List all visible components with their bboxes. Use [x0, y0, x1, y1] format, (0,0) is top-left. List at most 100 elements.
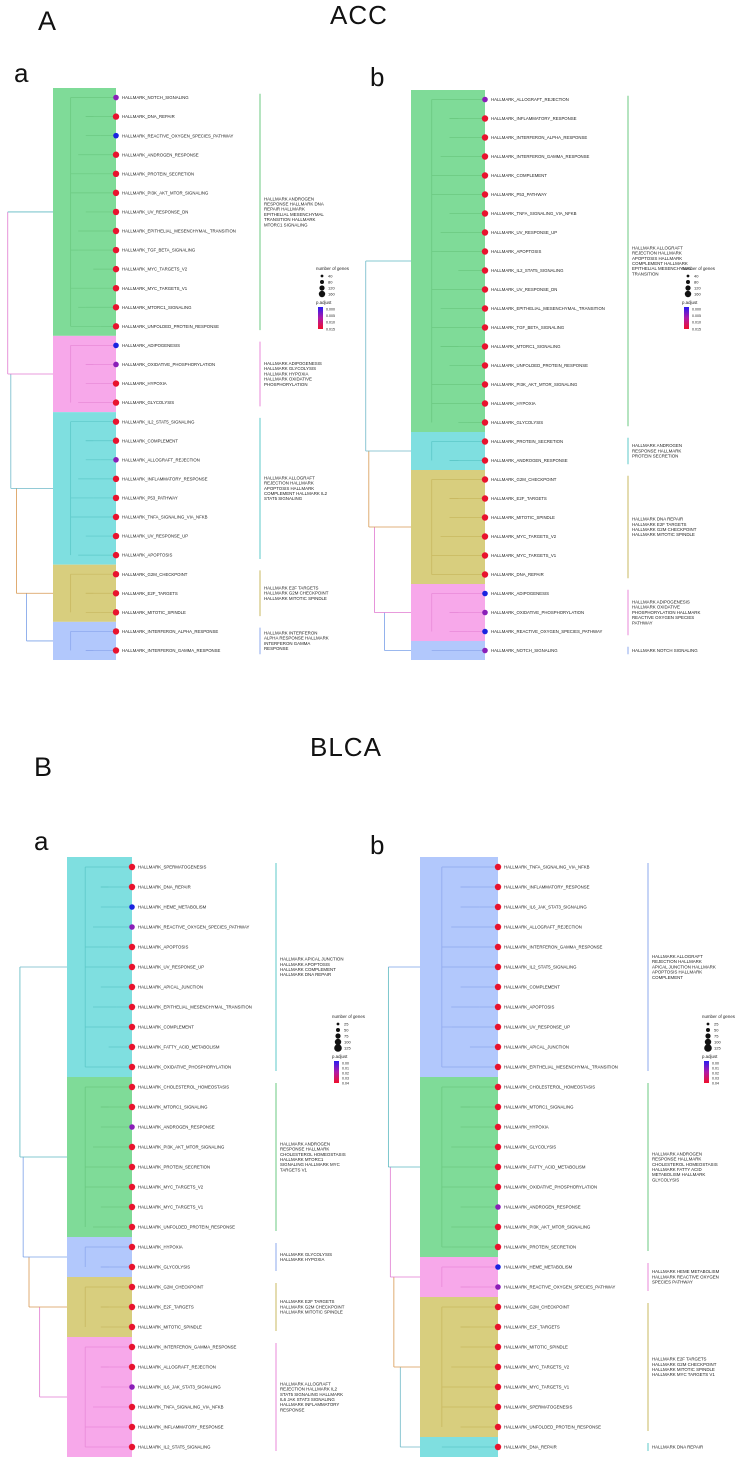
- cluster-label: HALLMARK MTORC1: [280, 1157, 324, 1162]
- cluster-label: PROTEIN SECRETION: [632, 454, 678, 459]
- cluster-label: HALLMARK MITOTIC SPINDLE: [280, 1310, 343, 1315]
- cluster-label: RESPONSE: [264, 646, 288, 651]
- term-dot: [481, 115, 489, 122]
- term-label: HALLMARK_MYC_TARGETS_V2: [138, 1185, 204, 1190]
- size-legend-title: number of genes: [682, 266, 716, 271]
- size-legend-title: number of genes: [332, 1014, 366, 1019]
- size-legend-dot: [336, 1028, 340, 1032]
- term-label: HALLMARK_REACTIVE_OXYGEN_SPECIES_PATHWAY: [138, 925, 249, 930]
- term-label: HALLMARK_EPITHELIAL_MESENCHYMAL_TRANSITI…: [504, 1065, 618, 1070]
- term-label: HALLMARK_COMPLEMENT: [138, 1025, 194, 1030]
- color-legend-label: 0.010: [326, 321, 335, 325]
- term-label: HALLMARK_CHOLESTEROL_HOMEOSTASIS: [504, 1085, 595, 1090]
- term-label: HALLMARK_GLYCOLYSIS: [138, 1265, 190, 1270]
- term-dot: [481, 400, 489, 407]
- cluster-label: STAT5 SIGNALING: [264, 496, 303, 501]
- term-dot: [494, 1143, 502, 1151]
- term-dot: [112, 628, 120, 635]
- size-legend-dot: [685, 285, 691, 291]
- cluster-label: HALLMARK DNA REPAIR: [652, 1444, 703, 1449]
- term-label: HALLMARK_MYC_TARGETS_V2: [504, 1365, 570, 1370]
- cluster-box: [411, 90, 485, 432]
- title-acc: ACC: [330, 0, 388, 30]
- term-dot: [128, 1223, 136, 1231]
- color-legend-bar: [704, 1061, 709, 1083]
- cluster-label: METABOLISM HALLMARK: [652, 1172, 705, 1177]
- term-label: HALLMARK_UNFOLDED_PROTEIN_RESPONSE: [138, 1225, 235, 1230]
- cluster-label: HALLMARK E2F TARGETS: [264, 585, 319, 590]
- cluster-label: REJECTION HALLMARK IL2: [280, 1387, 338, 1392]
- cluster-box: [53, 412, 116, 565]
- term-label: HALLMARK_GLYCOLYSIS: [491, 420, 543, 425]
- cluster-label: PATHWAY: [632, 620, 653, 625]
- term-label: HALLMARK_ALLOGRAFT_REJECTION: [504, 925, 582, 930]
- term-label: HALLMARK_INTERFERON_GAMMA_RESPONSE: [491, 154, 590, 159]
- term-dot: [128, 1443, 136, 1451]
- term-dot: [481, 438, 489, 445]
- color-legend-label: 0.00: [342, 1061, 349, 1065]
- term-dot: [481, 229, 489, 236]
- term-dot: [128, 883, 136, 891]
- term-label: HALLMARK_APOPTOSIS: [138, 945, 188, 950]
- cluster-label: APICAL JUNCTION HALLMARK: [652, 964, 716, 969]
- term-dot: [481, 571, 489, 578]
- term-label: HALLMARK_INFLAMMATORY_RESPONSE: [504, 885, 590, 890]
- size-legend-dot: [335, 1033, 341, 1039]
- cluster-label: STAT5 SIGNALING HALLMARK: [280, 1392, 343, 1397]
- term-dot: [128, 1083, 136, 1091]
- subpanel-label-blca-a: a: [34, 826, 49, 856]
- cluster-label: REJECTION HALLMARK: [264, 481, 314, 486]
- term-dot: [481, 495, 489, 502]
- term-dot: [129, 904, 135, 910]
- cluster-label: RESPONSE: [280, 1407, 304, 1412]
- term-dot: [128, 963, 136, 971]
- term-dot: [128, 1063, 136, 1071]
- term-dot: [112, 170, 120, 177]
- size-legend-dot: [704, 1038, 712, 1046]
- term-label: HALLMARK_DNA_REPAIR: [122, 114, 175, 119]
- cluster-label: COMPLEMENT HALLMARK: [632, 261, 688, 266]
- cluster-label: HALLMARK OXIDATIVE: [264, 377, 312, 382]
- term-dot: [481, 552, 489, 559]
- term-dot: [128, 1423, 136, 1431]
- cluster-label: REJECTION HALLMARK: [652, 959, 702, 964]
- cluster-label: SPECIES PATHWAY: [652, 1280, 693, 1285]
- term-label: HALLMARK_ANDROGEN_RESPONSE: [122, 152, 199, 157]
- size-legend-label: 120: [694, 286, 701, 291]
- color-legend-label: 0.00: [712, 1061, 719, 1065]
- color-legend-label: 0.005: [326, 314, 335, 318]
- size-legend-title: number of genes: [702, 1014, 736, 1019]
- term-dot: [128, 1343, 136, 1351]
- term-label: HALLMARK_SPERMATOGENESIS: [138, 865, 207, 870]
- term-dot: [112, 399, 120, 406]
- cluster-label: HALLMARK ANDROGEN: [264, 196, 314, 201]
- term-dot: [481, 381, 489, 388]
- cluster-label: HALLMARK MITOTIC SPINDLE: [632, 532, 695, 537]
- cluster-label: EPITHELIAL MESENCHYMAL: [632, 266, 692, 271]
- cluster-label: APOPTOSIS HALLMARK: [264, 486, 314, 491]
- color-legend-label: 0.000: [692, 307, 701, 311]
- size-legend-dot: [319, 285, 325, 291]
- term-label: HALLMARK_HYPOXIA: [122, 381, 167, 386]
- cluster-label: HALLMARK MYC TARGETS V1: [652, 1372, 715, 1377]
- term-label: HALLMARK_APICAL_JUNCTION: [138, 985, 203, 990]
- size-legend-dot: [318, 290, 326, 298]
- term-dot: [112, 647, 120, 654]
- term-label: HALLMARK_HEME_METABOLISM: [504, 1265, 573, 1270]
- term-dot: [481, 172, 489, 179]
- cluster-label: HALLMARK ALLOGRAFT: [280, 1381, 331, 1386]
- term-label: HALLMARK_HYPOXIA: [504, 1125, 549, 1130]
- term-dot: [494, 923, 502, 931]
- term-dot: [113, 457, 119, 463]
- term-label: HALLMARK_G2M_CHECKPOINT: [138, 1285, 204, 1290]
- term-label: HALLMARK_UV_RESPONSE_UP: [138, 965, 204, 970]
- size-legend-label: 160: [328, 292, 335, 297]
- term-label: HALLMARK_UV_RESPONSE_DN: [491, 287, 557, 292]
- term-label: HALLMARK_OXIDATIVE_PHOSPHORYLATION: [122, 362, 215, 367]
- term-dot: [128, 1003, 136, 1011]
- term-dot: [481, 514, 489, 521]
- size-legend-label: 125: [714, 1046, 721, 1051]
- cluster-label: HALLMARK DNA REPAIR: [280, 972, 331, 977]
- term-label: HALLMARK_E2F_TARGETS: [504, 1325, 560, 1330]
- term-label: HALLMARK_UNFOLDED_PROTEIN_RESPONSE: [491, 363, 588, 368]
